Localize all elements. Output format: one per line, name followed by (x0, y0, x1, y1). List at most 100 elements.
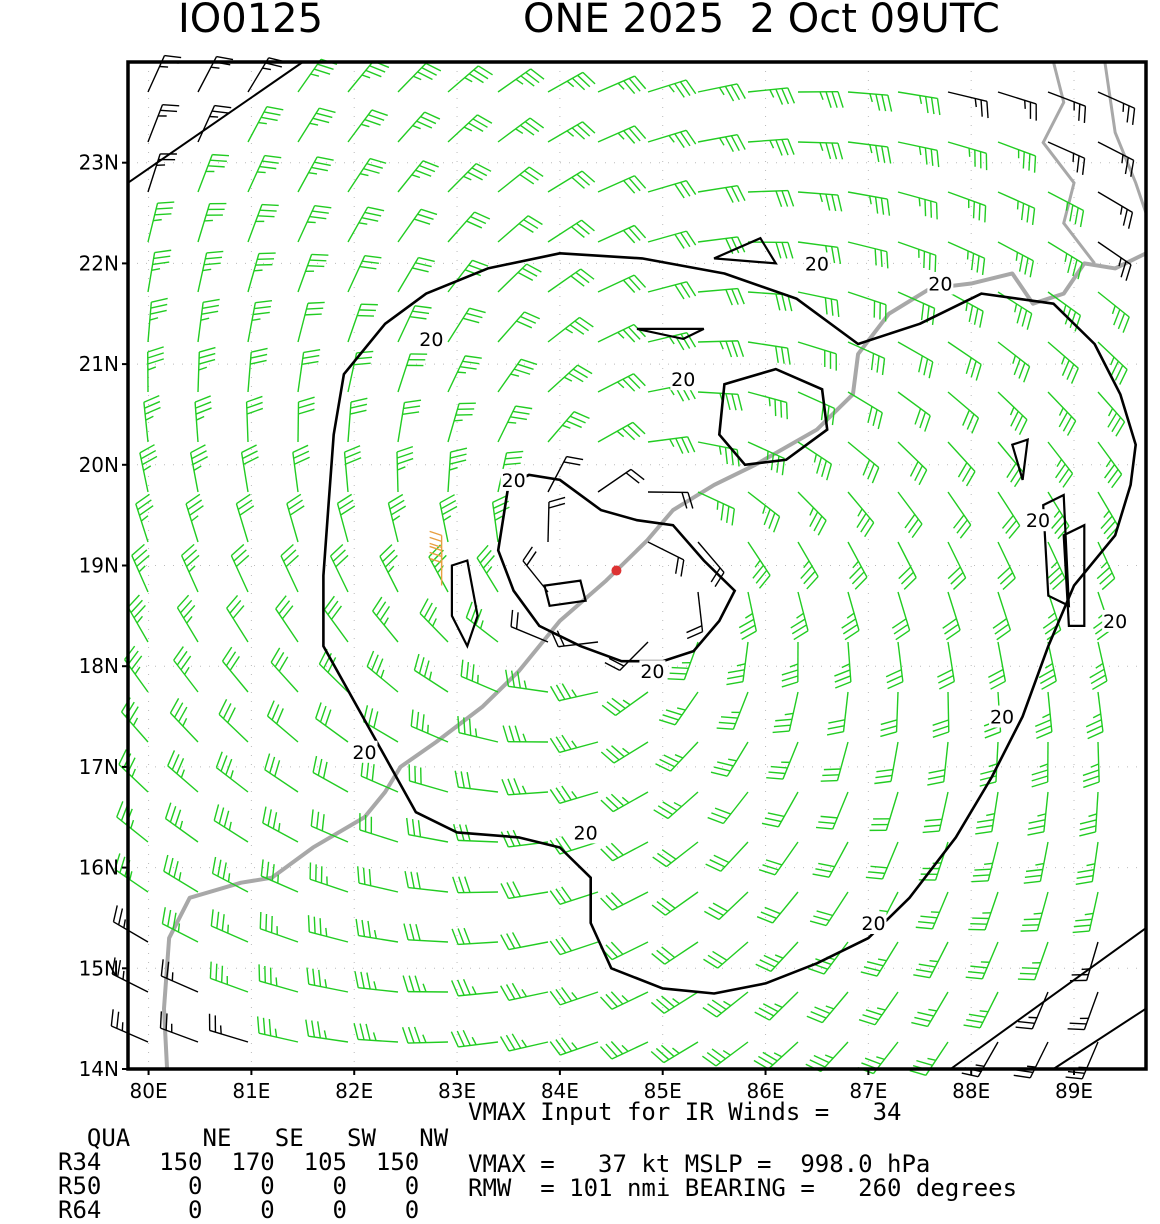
wind-barb (598, 225, 646, 242)
wind-barb (373, 597, 398, 642)
wind-barb (144, 396, 161, 442)
wind-barb (360, 813, 398, 842)
wind-barb (600, 992, 648, 1009)
wind-barb (356, 919, 398, 942)
wind-barb (136, 494, 153, 542)
contour-label: 20 (419, 329, 443, 351)
wind-barb (655, 742, 698, 771)
lon-tick-label: 80E (130, 1079, 168, 1100)
wind-barb (404, 924, 448, 942)
wind-barb (166, 803, 198, 842)
wind-barb (1086, 692, 1103, 739)
wind-barb (548, 457, 583, 492)
wind-barb (870, 792, 898, 830)
wind-barb (498, 69, 544, 92)
wind-barb (757, 892, 798, 923)
wind-barb (598, 176, 646, 193)
wind-barb (651, 992, 698, 1013)
wind-barb (816, 792, 848, 829)
wind-barb (298, 302, 325, 342)
wind-barb (798, 92, 843, 108)
lon-tick-label: 87E (849, 1079, 887, 1100)
wind-barb (698, 341, 743, 357)
wind-barb (298, 350, 320, 392)
wind-barb (798, 542, 818, 589)
wind-barb (859, 992, 898, 1025)
wind-barb (1076, 842, 1098, 884)
wind-barb (177, 595, 198, 642)
wind-barb (248, 253, 276, 292)
wind-barb (1068, 992, 1098, 1030)
wind-barb (550, 786, 598, 803)
wind-barb (880, 692, 898, 736)
wind-barb (748, 139, 794, 155)
wind-barb (198, 348, 215, 392)
wind-barb (919, 842, 948, 880)
storm-center-marker (611, 566, 621, 576)
wind-barb (1079, 792, 1098, 836)
wind-barb (848, 492, 874, 537)
wind-barb (698, 289, 744, 306)
wind-barb (866, 842, 898, 879)
wind-barb (1073, 892, 1098, 932)
wind-barb (923, 792, 948, 832)
wind-barb (298, 108, 335, 142)
wind-barb (601, 942, 648, 960)
wind-barb (414, 654, 448, 692)
wind-barb (698, 392, 742, 411)
lat-tick-label: 14N (79, 1057, 119, 1081)
wind-barb (998, 142, 1035, 173)
wind-barb (966, 942, 998, 979)
wind-barb (898, 192, 937, 219)
wind-barb (358, 866, 398, 892)
wind-barb (874, 742, 898, 784)
wind-barb (198, 204, 226, 242)
wind-barb (119, 749, 148, 792)
wind-barb (898, 242, 936, 272)
wind-barb (1021, 892, 1048, 931)
lat-tick-label: 21N (79, 352, 119, 376)
wind-barb (287, 494, 304, 542)
wind-barb (755, 992, 798, 1020)
wind-barb (281, 544, 298, 592)
wind-barb (704, 892, 748, 920)
wind-barb (231, 544, 248, 592)
wind-barb (748, 542, 770, 588)
wind-barb (748, 88, 794, 105)
map-frame (128, 62, 1146, 1069)
wind-barb (548, 269, 594, 292)
wind-barb (403, 1027, 448, 1043)
wind-barb (848, 242, 888, 268)
lat-lon-grid (128, 62, 1146, 1069)
wind-barb (861, 942, 898, 976)
wind-barb (748, 342, 790, 365)
wind-barb (848, 342, 885, 375)
wind-barb (898, 492, 922, 538)
wind-barb (948, 142, 987, 170)
wind-barb (550, 1038, 598, 1055)
wind-barb (367, 651, 398, 692)
wind-barb (548, 122, 595, 142)
contour-label: 20 (928, 274, 952, 296)
wind-barb (448, 66, 493, 92)
wind-barb (1048, 392, 1076, 436)
wind-barb (668, 642, 698, 680)
wind-barb (501, 932, 548, 949)
wind-barb (948, 192, 986, 222)
wind-barb (223, 647, 248, 692)
wind-barb (911, 992, 948, 1026)
wind-barb (988, 642, 1005, 689)
wind-barb (307, 968, 348, 992)
wind-barb (598, 275, 646, 292)
wind-barb (548, 497, 565, 542)
wind-barb (115, 853, 148, 892)
wind-barb (698, 442, 739, 466)
wind-barb (236, 494, 253, 542)
wind-barb (698, 542, 724, 587)
wind-barb (848, 192, 889, 216)
wind-barb (698, 84, 745, 101)
wind-barb (601, 742, 648, 763)
wind-barb (842, 592, 859, 640)
wind-barb (648, 80, 696, 97)
